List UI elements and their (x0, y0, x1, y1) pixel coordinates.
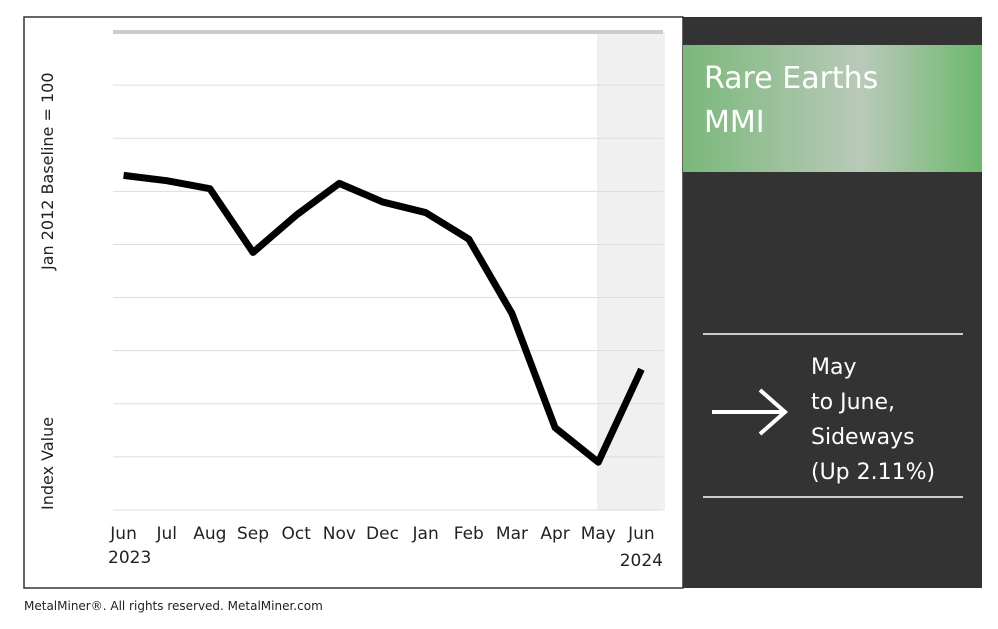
panel-summary: May (811, 355, 856, 380)
panel-summary: Sideways (811, 425, 915, 450)
y-label-bottom: Index Value (38, 417, 57, 510)
highlight-region (597, 32, 665, 510)
panel-summary: to June, (811, 390, 895, 415)
chart-frame (23, 16, 684, 589)
panel-title-1: Rare Earths (704, 61, 878, 96)
x-tick-label: Dec (366, 524, 399, 544)
x-tick-label: Feb (454, 524, 484, 544)
x-tick-label: Jun (627, 524, 655, 544)
panel-header (683, 45, 982, 172)
x-tick-label: Jan (412, 524, 439, 544)
x-tick-label: Mar (496, 524, 528, 544)
arrow (712, 388, 789, 436)
x-tick-label: Nov (323, 524, 356, 544)
panel-title-2: MMI (704, 105, 765, 140)
x-tick-label: Oct (281, 524, 311, 544)
x-tick-label: Apr (540, 524, 569, 544)
footer: MetalMiner®. All rights reserved. MetalM… (24, 599, 323, 613)
start-year: 2023 (108, 548, 151, 568)
x-tick-label: Jun (109, 524, 137, 544)
end-year: 2024 (620, 551, 663, 571)
x-tick-label: May (581, 524, 616, 544)
panel-summary: (Up 2.11%) (811, 460, 935, 485)
x-tick-label: Jul (155, 524, 177, 544)
y-label-top: Jan 2012 Baseline = 100 (38, 72, 57, 271)
x-tick-label: Aug (193, 524, 226, 544)
data-line (123, 171, 645, 466)
x-tick-label: Sep (237, 524, 269, 544)
